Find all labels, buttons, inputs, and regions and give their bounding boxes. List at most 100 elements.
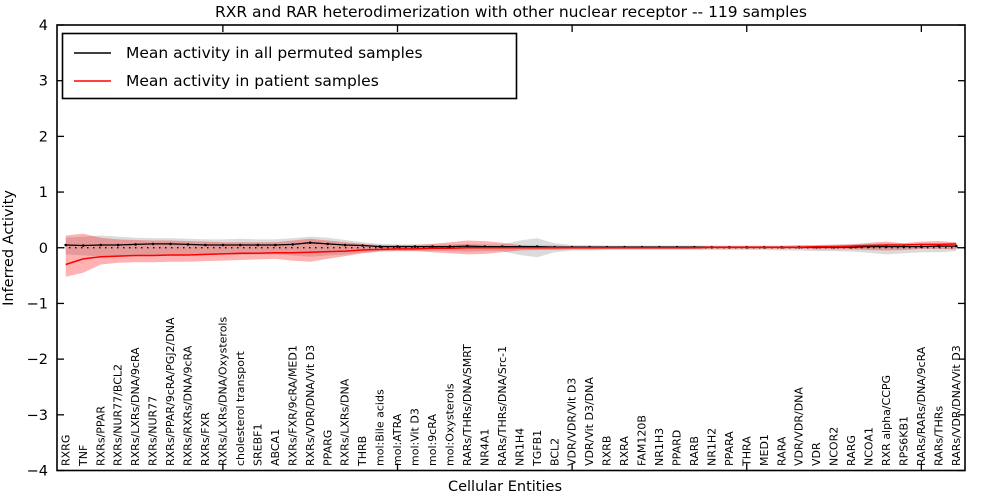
series-lines (64, 241, 958, 266)
x-category-label: VDR/Vit D3/DNA (583, 377, 596, 466)
x-category-label: NR1H4 (513, 428, 526, 466)
x-category-label: NCOR2 (828, 427, 841, 466)
series-marker (99, 243, 102, 247)
x-category-label: RXRs/NUR77/BCL2 (112, 364, 125, 466)
x-category-label: NR1H3 (653, 428, 666, 466)
x-category-label: PPARD (671, 430, 684, 466)
series-marker (81, 244, 85, 247)
y-tick-label: 0 (39, 241, 48, 257)
x-category-label: RARB (688, 436, 701, 466)
series-marker (151, 242, 155, 246)
x-category-label: RARA (775, 436, 788, 466)
x-category-label: RARs/THRs (932, 406, 945, 466)
x-axis-label: Cellular Entities (448, 479, 562, 495)
series-marker (431, 245, 434, 248)
x-category-label: RXRs/PPAR/9cRA/PGJ2/DNA (164, 317, 177, 466)
x-category-label: PPARG (321, 430, 334, 466)
y-tick-label: −1 (27, 296, 48, 312)
series-marker (239, 243, 242, 247)
x-category-label: RXRs/PPAR (94, 406, 107, 466)
x-category-label: THRB (356, 436, 369, 467)
x-category-label: mol:ATRA (391, 413, 404, 466)
series-marker (64, 243, 67, 247)
series-marker (378, 245, 382, 248)
axes-frame (56, 24, 966, 472)
x-category-label: TGFB1 (531, 430, 544, 467)
series-marker (448, 245, 452, 248)
series-marker (937, 244, 941, 248)
y-tick-label: 4 (39, 18, 48, 34)
series-marker (326, 242, 330, 246)
series-marker (291, 243, 295, 246)
x-category-label: VDR/VDR/DNA (793, 387, 806, 466)
x-category-label: NCOA1 (863, 427, 876, 466)
series-marker (169, 242, 172, 246)
x-category-label: cholesterol transport (234, 351, 247, 466)
series-marker (308, 241, 312, 244)
x-category-label: NR4A1 (478, 429, 491, 466)
series-marker (221, 243, 225, 247)
series-marker (256, 243, 260, 247)
legend: Mean activity in all permuted samples Me… (61, 32, 518, 100)
x-category-label: RXRA (618, 436, 631, 466)
x-category-label: mol:9cRA (426, 414, 439, 466)
x-category-label: RXRs/VDR/DNA/Vit D3 (304, 345, 317, 466)
x-category-label: RARG (845, 435, 858, 466)
y-tick-label: 2 (39, 129, 48, 145)
y-axis-label: Inferred Activity (1, 190, 17, 306)
series-marker (134, 243, 137, 246)
x-category-label: VDR (810, 442, 823, 466)
x-category-label: RARs/THRs/DNA/SMRT (461, 344, 474, 466)
y-tick-label: −4 (27, 464, 48, 480)
y-tick-label: 3 (39, 74, 48, 90)
series-marker (186, 243, 190, 246)
y-tick-labels: −4 −3 −2 −1 0 1 2 3 4 (27, 18, 48, 480)
y-tick-label: 1 (39, 185, 48, 201)
x-category-label: TNF (77, 445, 90, 467)
x-category-label: MED1 (758, 434, 771, 466)
x-category-label: RXRs/LXRs/DNA (339, 378, 352, 466)
series-marker (274, 243, 277, 247)
x-category-label: RXRG (59, 435, 72, 466)
series-marker (466, 244, 469, 248)
legend-label-patient: Mean activity in patient samples (126, 72, 379, 90)
y-tick-label: −3 (27, 408, 48, 424)
x-category-label: RXRs/LXRs/DNA/9cRA (129, 347, 142, 466)
series-line-patient (65, 243, 957, 266)
x-category-label: RXRs/LXRs/DNA/Oxysterols (217, 317, 230, 466)
series-marker (885, 245, 888, 248)
x-category-label: mol:Bile acids (374, 389, 387, 466)
x-category-label: RARs/THRs/DNA/Src-1 (496, 346, 509, 466)
x-category-label: mol:Oxysterols (444, 383, 457, 466)
chart-title: RXR and RAR heterodimerization with othe… (215, 3, 807, 21)
series-marker (343, 243, 347, 247)
y-tick-label: −2 (27, 352, 48, 368)
x-category-label: RXRs/FXR/9cRA/MED1 (286, 345, 299, 466)
x-category-labels: RXRG TNF RXRs/PPAR RXRs/NUR77/BCL2 RXRs/LXRs… (59, 317, 963, 467)
x-category-label: RXRs/FXR (199, 412, 212, 466)
x-category-label: RXR alpha/CCPG (880, 375, 893, 466)
x-category-label: ABCA1 (269, 429, 282, 466)
x-category-label: RPS6KB1 (898, 416, 911, 466)
series-marker (396, 245, 399, 248)
x-category-label: VDR/VDR/Vit D3 (566, 378, 579, 466)
x-category-label: RARs/RARs/DNA/9cRA (915, 346, 928, 466)
series-marker (955, 244, 958, 248)
x-category-label: mol:Vit D3 (409, 408, 422, 466)
x-category-label: FAM120B (636, 415, 649, 466)
x-category-label: THRA (740, 436, 753, 467)
x-category-label: SREBF1 (251, 424, 264, 466)
legend-label-permuted: Mean activity in all permuted samples (126, 44, 423, 62)
series-marker (902, 245, 906, 248)
x-category-label: RXRB (601, 436, 614, 466)
series-marker (413, 245, 417, 248)
series-marker (204, 243, 207, 247)
legend-box (61, 32, 518, 100)
x-category-label: RXRs/NUR77 (147, 396, 160, 466)
x-category-label: BCL2 (548, 438, 561, 466)
x-category-label: RXRs/RXRs/DNA/9cRA (182, 345, 195, 466)
series-marker (361, 244, 364, 247)
series-marker (116, 243, 120, 247)
